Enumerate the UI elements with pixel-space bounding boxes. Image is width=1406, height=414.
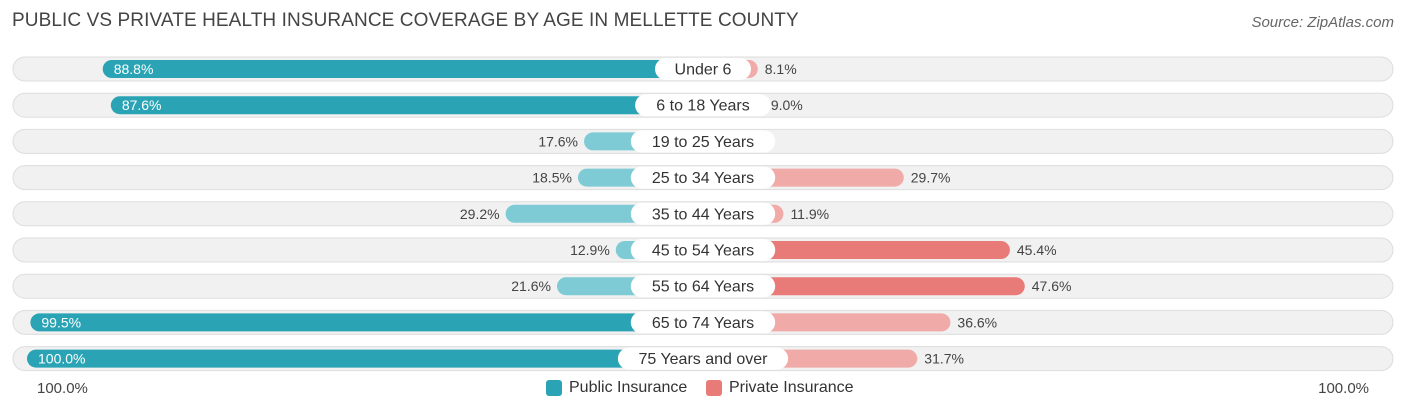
private-value-label: 47.6% <box>1032 278 1072 294</box>
category-pill <box>635 94 771 117</box>
private-value-label: 29.7% <box>911 170 951 186</box>
public-value-label: 100.0% <box>38 351 85 367</box>
diverging-bar-chart: 88.8% 8.1% Under 6 87.6% 9.0% 6 to 18 Years 17… <box>12 56 1394 372</box>
public-value-label: 87.6% <box>122 97 162 113</box>
public-value-label: 12.9% <box>570 242 610 258</box>
category-label: Under 6 <box>675 62 732 79</box>
private-bar <box>703 277 1025 296</box>
private-value-label: 45.4% <box>1017 242 1057 258</box>
category-label: 35 to 44 Years <box>652 206 754 223</box>
category-label: 6 to 18 Years <box>656 98 749 115</box>
category-pill <box>630 130 776 153</box>
legend-swatch-private <box>706 380 722 396</box>
category-pill <box>617 347 789 370</box>
public-value-label: 88.8% <box>114 61 154 77</box>
public-bar <box>102 60 704 78</box>
private-bar <box>703 241 1010 259</box>
category-pill <box>655 58 751 80</box>
category-label: 19 to 25 Years <box>652 134 754 151</box>
legend-label-private: Private Insurance <box>729 379 854 396</box>
private-value-label: 9.0% <box>771 97 803 113</box>
axis-left-label: 100.0% <box>37 380 88 397</box>
legend-label-public: Public Insurance <box>569 379 688 396</box>
public-value-label: 99.5% <box>41 314 81 330</box>
category-pill <box>630 202 776 225</box>
category-label: 45 to 54 Years <box>652 243 754 260</box>
legend: Public Insurance Private Insurance <box>0 379 1406 401</box>
category-label: 65 to 74 Years <box>652 315 754 332</box>
public-value-label: 21.6% <box>511 278 551 294</box>
public-bar <box>30 313 703 332</box>
private-value-label: 11.9% <box>790 206 829 222</box>
legend-item-private: Private Insurance <box>706 379 854 397</box>
chart-title: PUBLIC VS PRIVATE HEALTH INSURANCE COVER… <box>12 10 799 31</box>
source-credit: Source: ZipAtlas.com <box>1251 14 1394 31</box>
public-bar <box>110 96 704 115</box>
axis-right-label: 100.0% <box>1318 380 1369 397</box>
category-pill <box>630 311 776 334</box>
public-value-label: 29.2% <box>460 206 500 222</box>
public-value-label: 17.6% <box>538 133 578 149</box>
private-value-label: 31.7% <box>924 351 964 367</box>
category-pill <box>630 275 776 298</box>
category-pill <box>630 166 776 189</box>
category-label: 75 Years and over <box>639 351 769 368</box>
private-value-label: 8.1% <box>765 61 797 77</box>
public-value-label: 18.5% <box>532 170 572 186</box>
public-bar <box>27 349 703 368</box>
category-label: 55 to 64 Years <box>652 279 754 296</box>
private-value-label: 36.6% <box>957 314 997 330</box>
legend-swatch-public <box>546 380 562 396</box>
category-label: 25 to 34 Years <box>652 170 754 187</box>
category-pill <box>630 239 776 261</box>
legend-item-public: Public Insurance <box>546 379 687 397</box>
